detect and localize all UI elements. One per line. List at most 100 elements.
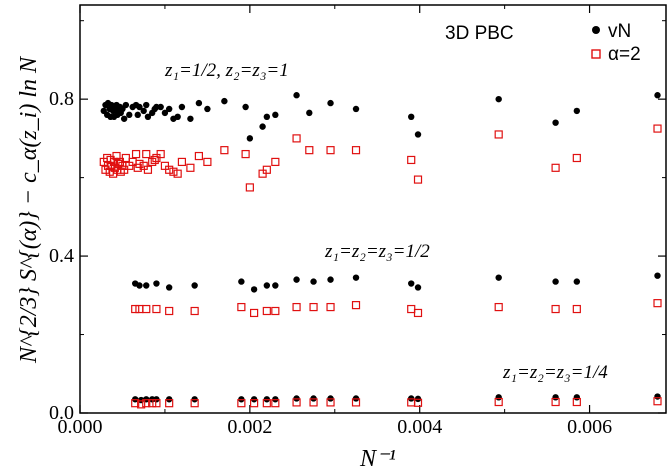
legend: vN α=2 [591, 21, 641, 65]
data-point-alpha2 [572, 304, 581, 314]
data-point-alpha2 [271, 157, 280, 167]
data-point-alpha2 [551, 163, 560, 172]
data-point-alpha2 [653, 124, 662, 133]
data-point-alpha2 [309, 398, 318, 407]
y-tick-label: 0.4 [49, 245, 74, 267]
data-point-alpha2 [186, 163, 195, 172]
data-point-alpha2 [292, 134, 301, 143]
data-point-alpha2 [237, 302, 246, 312]
data-point-vn [140, 107, 147, 115]
legend-label-vn: vN [608, 21, 631, 42]
data-point-vn [187, 115, 194, 122]
data-point-alpha2 [271, 306, 280, 316]
data-point-vn [221, 97, 228, 105]
y-axis-label: N^{2/3} S^{(α)} − c_α(z_i) ln N [16, 55, 42, 364]
data-point-alpha2 [165, 165, 174, 174]
data-point-alpha2 [220, 146, 229, 155]
data-point-alpha2 [131, 149, 141, 159]
data-point-vn [259, 123, 266, 130]
data-point-alpha2 [109, 157, 119, 167]
data-point-alpha2 [152, 399, 161, 408]
data-point-alpha2 [309, 302, 318, 312]
data-point-alpha2 [237, 399, 246, 408]
data-point-vn [654, 272, 661, 279]
legend-marker-alpha [591, 49, 601, 59]
data-point-vn [120, 115, 128, 122]
data-point-alpha2 [114, 159, 123, 168]
data-point-vn [654, 393, 661, 400]
data-point-alpha2 [653, 299, 662, 308]
x-tick-label: 0.006 [567, 416, 612, 438]
data-point-alpha2 [407, 155, 416, 165]
data-point-alpha2 [551, 304, 560, 314]
data-point-vn [352, 105, 360, 113]
data-point-vn [408, 113, 415, 121]
data-point-vn [238, 278, 245, 285]
data-point-alpha2 [165, 399, 174, 408]
data-point-vn [122, 101, 130, 109]
data-point-vn [174, 113, 181, 121]
data-point-alpha2 [407, 304, 416, 314]
y-tick-label: 0.0 [49, 402, 74, 424]
data-point-alpha2 [572, 397, 581, 407]
data-point-vn [165, 105, 173, 113]
data-point-vn [143, 282, 150, 289]
data-point-vn [327, 99, 334, 107]
data-point-vn [573, 107, 581, 115]
data-point-vn [126, 111, 133, 119]
data-point-vn [136, 282, 143, 289]
data-point-vn [414, 284, 422, 291]
data-point-alpha2 [190, 306, 199, 316]
data-point-alpha2 [653, 397, 662, 406]
data-point-alpha2 [351, 146, 361, 155]
data-point-vn [136, 103, 143, 111]
data-point-vn [204, 105, 211, 113]
data-point-alpha2 [551, 397, 560, 407]
data-point-alpha2 [326, 146, 335, 155]
data-point-vn [573, 278, 581, 285]
data-point-alpha2 [413, 308, 423, 318]
data-point-alpha2 [142, 304, 151, 314]
data-point-alpha2 [494, 302, 503, 312]
data-point-vn [157, 103, 164, 111]
data-point-vn [144, 113, 152, 121]
data-point-vn [654, 92, 661, 99]
y-tick-label: 0.8 [49, 88, 74, 110]
chart-title: 3D PBC [445, 23, 514, 44]
data-point-vn [293, 276, 300, 283]
annotation-series-3: z₁=z₂=z₃=1/4 [502, 362, 608, 383]
annotation-series-1: z₁=1/2, z₂=z₃=1 [164, 60, 289, 81]
data-point-alpha2 [152, 304, 161, 314]
data-point-alpha2 [572, 153, 581, 163]
data-marks [99, 92, 662, 409]
data-point-alpha2 [177, 157, 187, 167]
data-point-alpha2 [292, 398, 301, 407]
data-point-alpha2 [203, 157, 212, 167]
data-point-alpha2 [326, 398, 335, 407]
data-point-alpha2 [135, 159, 144, 168]
data-point-alpha2 [262, 165, 271, 174]
data-point-vn [195, 99, 203, 107]
data-point-vn [573, 394, 581, 401]
data-point-vn [552, 278, 559, 285]
axis-ticks: 0.000 0.002 0.004 0.006 0.0 0.4 0.8 [49, 5, 666, 438]
data-point-vn [263, 113, 271, 121]
data-point-alpha2 [241, 149, 250, 159]
data-point-alpha2 [494, 130, 503, 139]
data-point-alpha2 [326, 302, 335, 312]
data-point-alpha2 [351, 398, 361, 407]
data-point-vn [161, 109, 169, 117]
data-point-alpha2 [173, 169, 182, 178]
data-point-vn [153, 280, 160, 287]
data-point-vn [242, 103, 249, 111]
data-point-alpha2 [245, 183, 254, 192]
data-point-alpha2 [131, 399, 140, 408]
data-point-alpha2 [351, 301, 361, 310]
plot-frame [79, 4, 667, 414]
data-point-alpha2 [190, 399, 199, 408]
data-point-vn [191, 282, 198, 289]
data-point-vn [293, 92, 300, 99]
data-point-alpha2 [143, 165, 153, 174]
data-point-vn [250, 286, 258, 293]
data-point-alpha2 [142, 149, 151, 159]
